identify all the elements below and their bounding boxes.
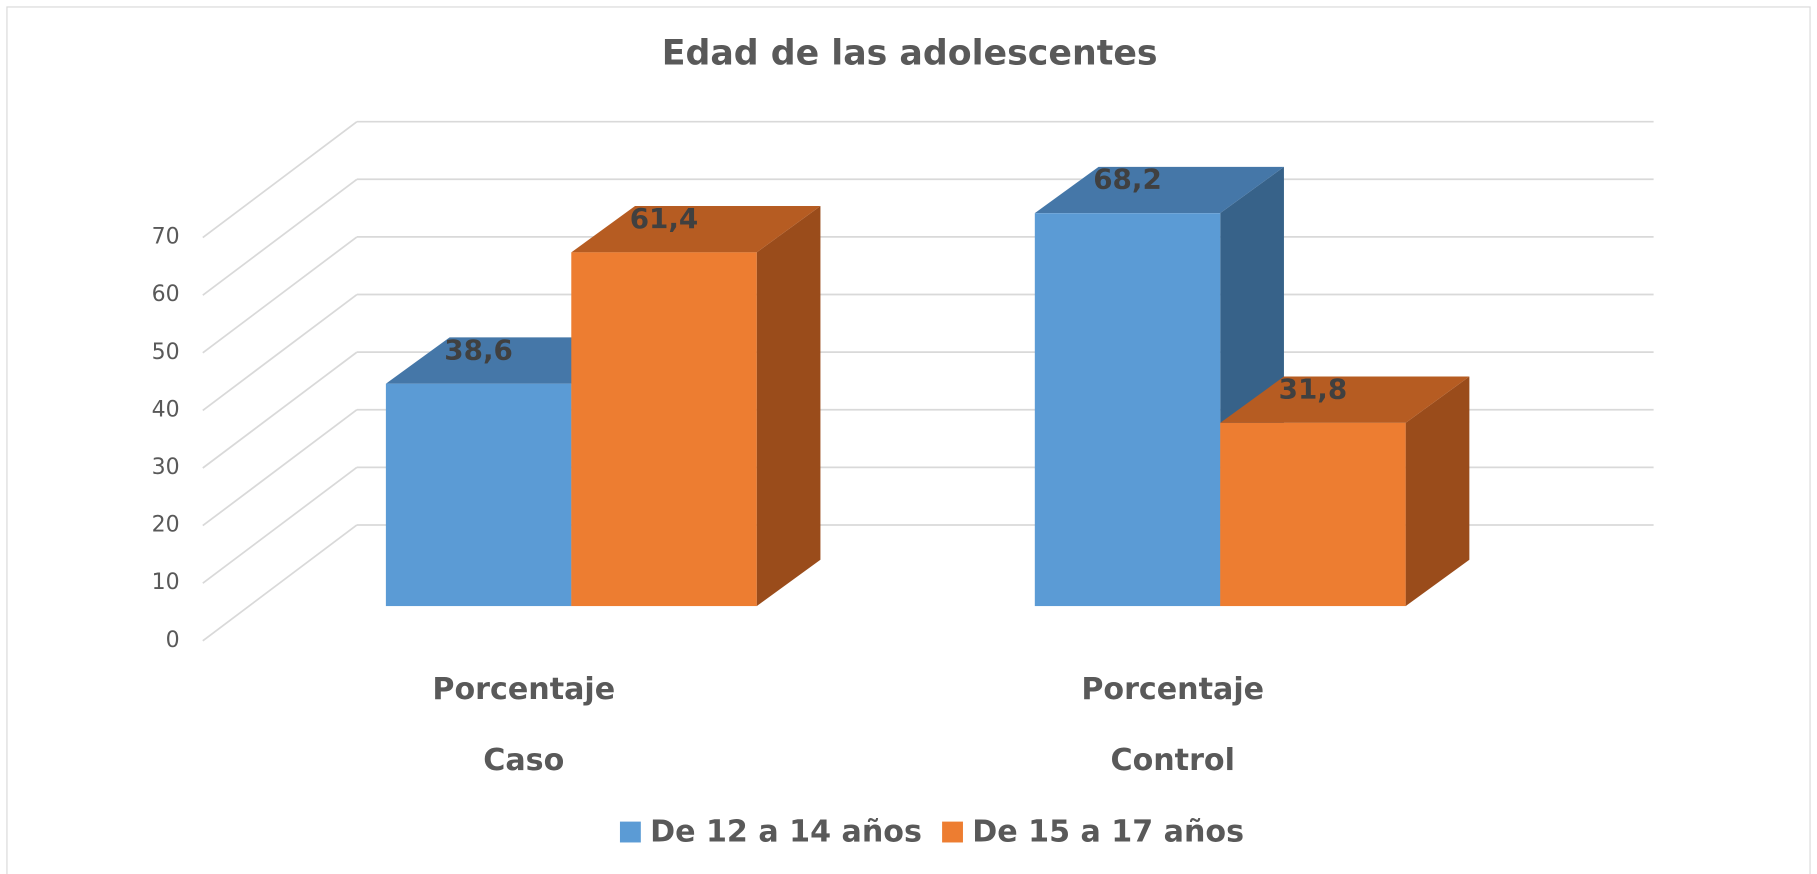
chart-title: Edad de las adolescentes (662, 33, 1158, 73)
bar-top (1220, 376, 1470, 423)
grid-line-side (202, 120, 358, 239)
data-label: 38,6 (444, 333, 513, 366)
grid-line-side (202, 409, 358, 527)
bar (571, 252, 757, 607)
legend-label: De 15 a 17 años (972, 815, 1244, 850)
grid-line-side (202, 351, 358, 469)
y-tick-label: 50 (152, 340, 180, 365)
data-label: 61,4 (630, 202, 699, 235)
y-tick-label: 20 (152, 513, 180, 538)
bar (1034, 213, 1221, 607)
x-tick-label: Porcentaje (432, 672, 615, 707)
legend-swatch (619, 821, 641, 843)
bar-side (756, 205, 821, 607)
y-tick-label: 30 (152, 455, 180, 480)
x-group-label: Caso (483, 743, 564, 778)
data-label: 31,8 (1279, 372, 1348, 405)
bar (1220, 422, 1406, 607)
bar-top (571, 205, 821, 253)
bar-top (1034, 166, 1284, 214)
y-tick-label: 60 (152, 282, 180, 307)
legend-swatch (942, 821, 963, 843)
grid-line-side (202, 293, 358, 412)
x-tick-label: Porcentaje (1081, 672, 1264, 707)
x-group-label: Control (1110, 743, 1234, 778)
grid-line-side (202, 466, 358, 584)
y-tick-label: 40 (152, 397, 180, 422)
data-label: 68,2 (1093, 163, 1162, 196)
y-tick-label: 0 (166, 628, 180, 653)
grid-line-side (202, 524, 358, 642)
legend-label: De 12 a 14 años (650, 815, 922, 850)
chart-border (6, 6, 1811, 874)
grid-line-side (202, 236, 358, 354)
y-tick-label: 10 (152, 570, 180, 595)
bar-side (1405, 376, 1470, 607)
y-tick-label: 70 (152, 225, 180, 250)
grid-line-side (202, 178, 358, 296)
bar (385, 383, 572, 607)
